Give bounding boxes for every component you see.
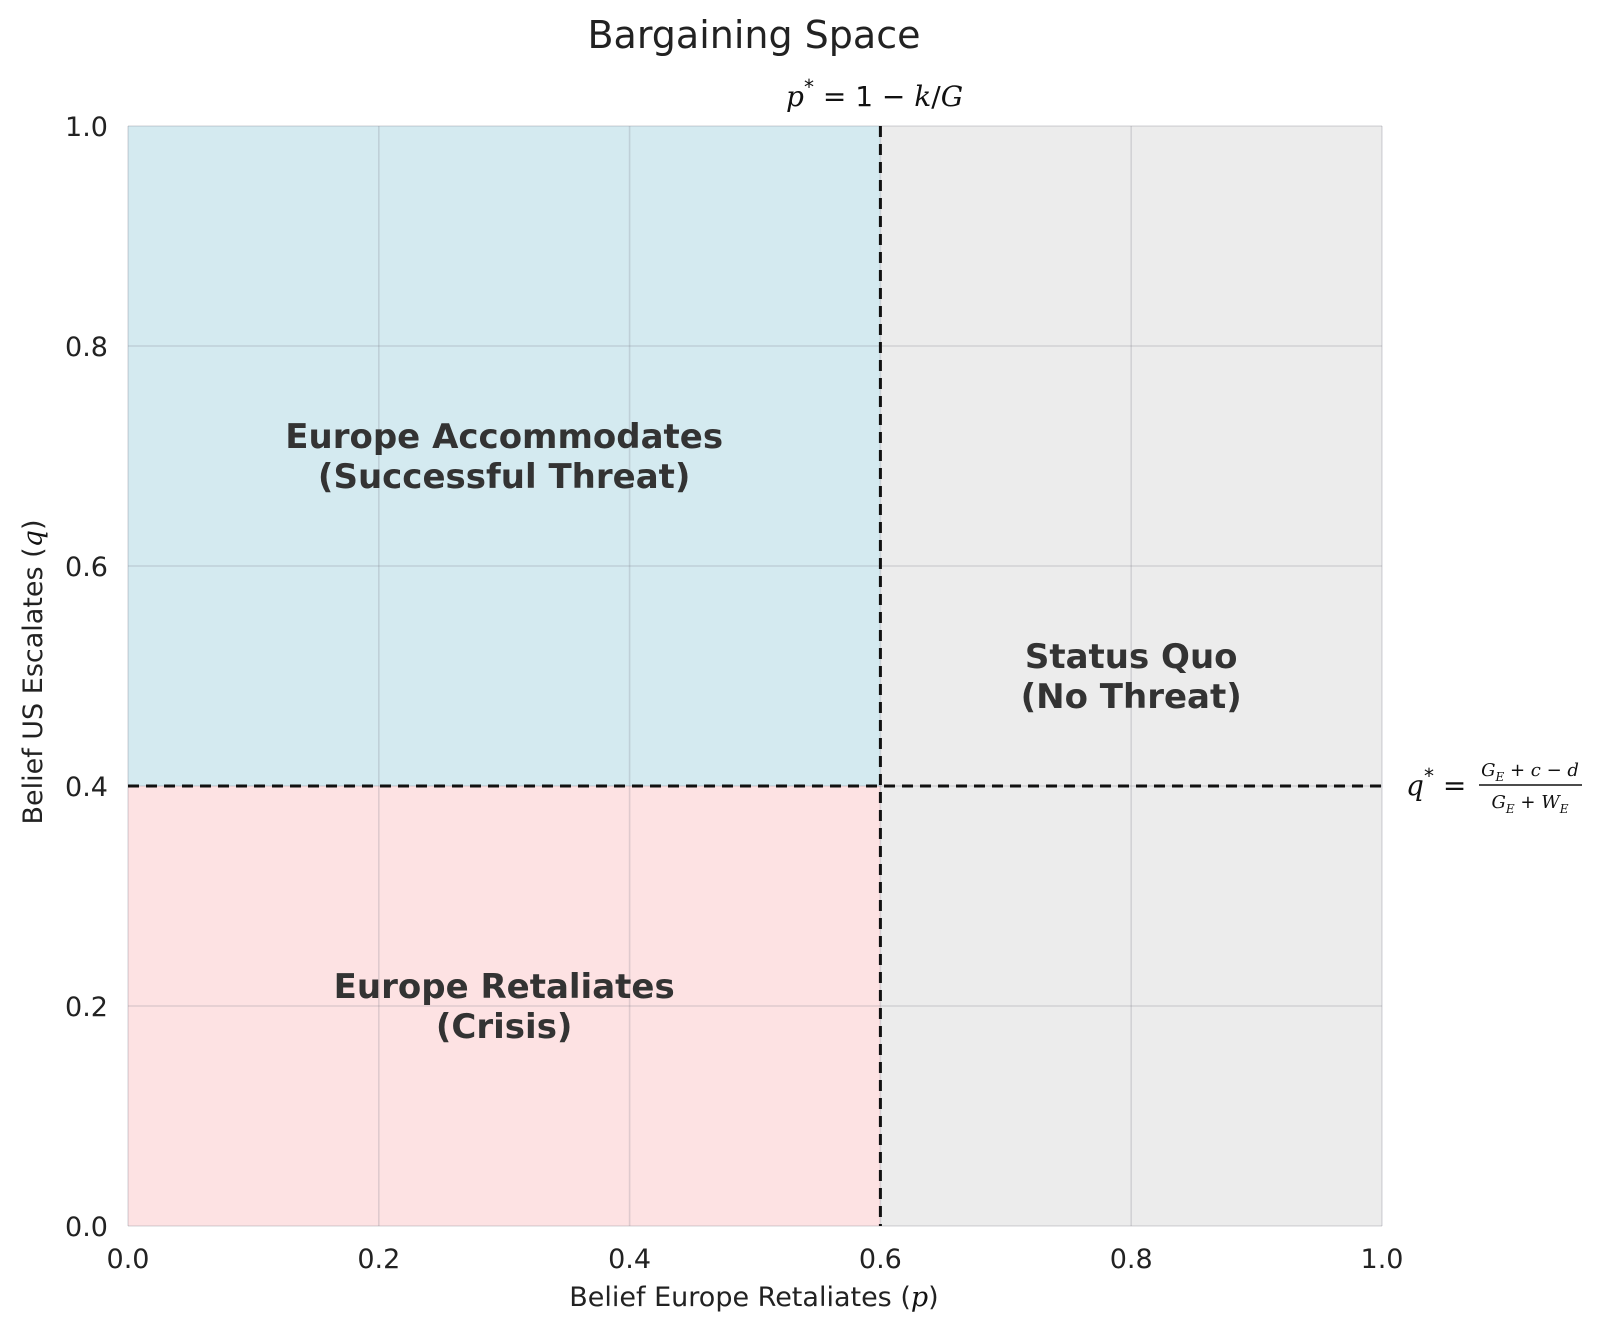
q-star-label: q* = GE + c − d GE + WE — [1406, 760, 1582, 816]
svg-text:GE + c − d: GE + c − d — [1481, 760, 1579, 784]
y-tick-label: 1.0 — [65, 112, 108, 143]
x-axis-label: Belief Europe Retaliates (p) — [569, 1282, 938, 1313]
svg-text:GE + WE: GE + WE — [1492, 792, 1569, 816]
x-tick-label: 0.2 — [357, 1244, 400, 1275]
plot-area: Europe Accommodates(Successful Threat) Eu… — [65, 112, 1403, 1275]
region-label-status-quo: (No Threat) — [1021, 677, 1242, 717]
region-label-retaliate: Europe Retaliates — [334, 967, 675, 1007]
x-tick-label: 1.0 — [1361, 1244, 1404, 1275]
region-label-retaliate: (Crisis) — [436, 1007, 573, 1047]
y-tick-label: 0.0 — [65, 1212, 108, 1243]
y-tick-label: 0.4 — [65, 772, 108, 803]
y-axis-label: Belief US Escalates (q) — [18, 519, 49, 824]
y-tick-label: 0.8 — [65, 332, 108, 363]
chart-title: Bargaining Space — [587, 13, 920, 57]
region-label-accommodate: Europe Accommodates — [285, 417, 723, 457]
x-tick-label: 0.0 — [107, 1244, 150, 1275]
x-tick-label: 0.6 — [859, 1244, 902, 1275]
region-accommodate — [128, 126, 881, 786]
svg-text:q* =: q* = — [1406, 764, 1466, 802]
region-status-quo — [880, 126, 1382, 1226]
y-tick-label: 0.6 — [65, 552, 108, 583]
x-tick-label: 0.8 — [1110, 1244, 1153, 1275]
x-tick-label: 0.4 — [608, 1244, 651, 1275]
svg-text:p* = 1 − k/G: p* = 1 − k/G — [786, 75, 963, 113]
region-label-accommodate: (Successful Threat) — [318, 457, 691, 497]
region-retaliate — [128, 786, 881, 1226]
p-star-label: p* = 1 − k/G — [786, 75, 963, 113]
region-label-status-quo: Status Quo — [1025, 637, 1238, 677]
y-tick-label: 0.2 — [65, 992, 108, 1023]
